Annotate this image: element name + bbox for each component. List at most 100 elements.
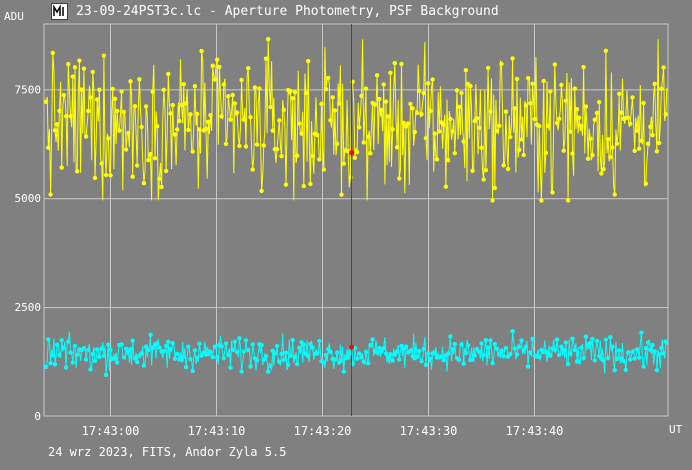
data-point [137,77,142,82]
data-point [123,147,129,152]
data-point [310,153,315,159]
data-point [121,355,127,360]
data-point [474,116,480,121]
data-point [70,74,76,79]
data-point [317,338,322,344]
data-point [428,356,433,361]
data-point [90,69,96,75]
data-point [159,184,164,190]
data-point [186,127,191,133]
data-point [48,361,53,366]
data-point [499,348,504,353]
data-point [117,128,122,133]
data-point [86,108,91,114]
data-point [221,82,226,87]
data-point [294,153,300,158]
data-point [552,347,557,352]
data-point [537,123,542,129]
data-point [179,102,184,108]
data-point [306,354,311,359]
data-point [57,108,62,114]
data-point [488,109,493,114]
series [43,37,668,377]
data-point [46,145,51,150]
data-point [243,144,249,149]
data-point [190,368,195,374]
data-point [494,346,500,351]
data-point [357,351,362,356]
x-tick-label: 17:43:10 [188,424,246,438]
data-point [79,87,84,92]
x-tick-label: 17:43:20 [294,424,352,438]
data-point [68,114,73,119]
light-curve-app-icon[interactable] [51,3,68,20]
data-point [314,132,320,138]
data-point [377,345,382,351]
data-point [525,364,531,369]
data-point [170,102,175,108]
data-point [559,82,564,88]
data-point [346,355,351,360]
data-point [399,61,404,67]
data-point [81,346,87,351]
data-point [601,358,606,363]
data-point [585,156,591,161]
data-point [294,361,300,367]
data-point [637,146,642,151]
data-point [246,66,251,71]
data-point [239,369,244,374]
data-point [234,349,240,354]
data-point [450,129,455,134]
data-point [126,130,131,136]
series-background [43,329,668,377]
data-point [557,116,562,122]
data-point [477,125,482,130]
data-point [386,114,391,119]
data-point [417,348,422,354]
data-point [583,104,589,109]
x-tick-label: 17:43:00 [82,424,140,438]
data-point [548,353,553,358]
data-point [115,108,120,114]
data-point [61,345,67,350]
data-point [281,357,286,363]
data-point [461,139,466,144]
data-point [130,338,135,343]
data-point [215,57,220,62]
data-point [599,171,604,176]
data-point [426,81,431,86]
data-point [157,345,162,350]
data-point [150,89,155,94]
data-point [81,66,87,71]
data-point [510,56,515,61]
data-point [459,90,464,96]
data-point [215,355,220,360]
data-point [128,79,133,84]
data-point [512,106,517,111]
data-point [517,147,522,152]
data-point [288,88,293,94]
data-point [314,351,320,356]
data-point [383,351,389,356]
data-point [512,346,517,351]
data-point [241,349,246,354]
data-point [59,338,64,343]
data-point [310,345,315,350]
data-point [410,106,415,111]
data-point [612,192,617,197]
data-point [88,95,93,100]
data-point [659,346,664,351]
data-point [252,85,258,90]
data-point [554,337,560,342]
data-point [248,115,253,120]
data-point [92,358,98,363]
data-point [501,163,506,168]
data-point [521,152,526,158]
data-point [619,110,624,115]
data-point [61,92,67,98]
data-point [263,354,269,359]
data-point [537,354,542,360]
data-point [499,61,504,67]
data-point [115,360,120,365]
